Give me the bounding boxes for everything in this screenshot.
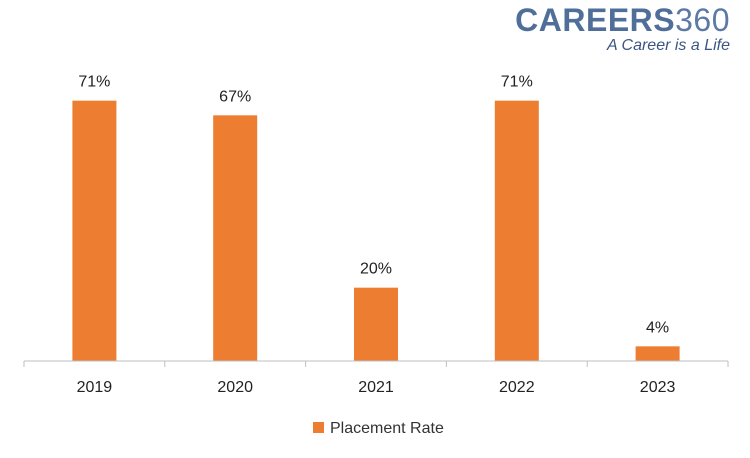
x-tick-label-2021: 2021 <box>358 379 394 396</box>
data-label-2023: 4% <box>646 319 669 336</box>
careers360-logo: CAREERS360 A Career is a Life <box>515 4 730 55</box>
bar-2019 <box>72 100 117 362</box>
logo-brand: CAREERS360 <box>515 2 730 38</box>
x-tick-label-2022: 2022 <box>499 379 535 396</box>
legend: Placement Rate <box>313 420 444 437</box>
bars-group <box>72 100 680 362</box>
legend-label: Placement Rate <box>330 420 444 437</box>
bar-2022 <box>494 100 539 362</box>
bar-2020 <box>213 115 258 361</box>
x-tick-label-2020: 2020 <box>217 379 253 396</box>
x-axis <box>23 360 729 367</box>
bar-2021 <box>354 287 398 361</box>
data-label-2021: 20% <box>360 261 392 278</box>
x-tick-label-2023: 2023 <box>640 379 676 396</box>
x-tick-label-2019: 2019 <box>77 379 113 396</box>
data-labels-group: 71% 67% 20% 71% 4% <box>78 74 669 337</box>
data-label-2020: 67% <box>219 88 251 105</box>
legend-swatch <box>313 422 324 433</box>
x-tick-labels: 2019 2020 2021 2022 2023 <box>77 379 676 396</box>
data-label-2019: 71% <box>78 74 110 91</box>
data-label-2022: 71% <box>501 74 533 91</box>
logo-tagline: A Career is a Life <box>606 37 730 54</box>
bar-2023 <box>635 346 680 361</box>
